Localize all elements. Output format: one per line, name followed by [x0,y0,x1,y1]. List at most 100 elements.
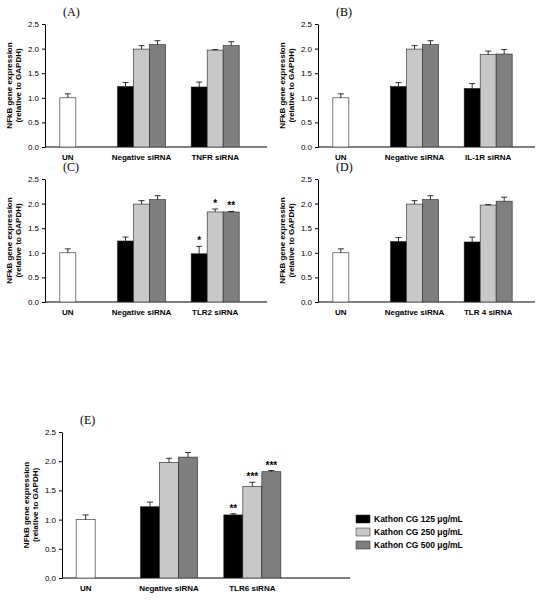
error-whisker [199,82,200,87]
error-whisker [67,94,68,98]
error-whisker [67,249,68,253]
y-tick: 1.5 [45,486,62,495]
error-bar [123,83,129,87]
y-axis-line [45,180,46,303]
y-tick: 0.0 [28,143,45,152]
y-axis: 0.00.51.01.52.02.5 [28,20,46,152]
y-tick-label: 2.5 [28,20,40,29]
y-tick-mark [315,253,318,254]
y-tick-mark [59,490,62,491]
y-axis-title: NFkB gene expression [5,42,14,128]
error-bar [185,452,191,457]
y-tick-label: 0.0 [28,298,40,307]
legend-swatch [356,515,370,523]
y-tick-label: 1.5 [45,486,57,495]
plot-area [333,41,512,147]
error-cap [155,195,161,196]
bar [333,98,349,147]
x-tick-label: Negative siRNA [112,153,172,162]
y-tick-label: 0.0 [301,298,313,307]
bar [391,86,407,147]
bar [224,515,243,578]
error-whisker [504,197,505,201]
error-bar [469,237,475,242]
y-tick-mark [315,228,318,229]
y-tick-mark [42,49,45,50]
error-bar [212,49,218,50]
bar [134,204,150,302]
y-tick: 0.5 [28,273,45,282]
y-axis-line [62,433,63,579]
error-whisker [340,94,341,98]
error-whisker [398,238,399,242]
error-whisker [430,41,431,45]
y-tick: 2.0 [45,457,62,466]
y-tick-label: 1.5 [28,224,40,233]
y-tick-label: 0.0 [301,143,313,152]
y-tick-label: 1.5 [301,69,313,78]
bar [407,204,423,302]
error-bar [501,50,507,54]
bar [118,241,134,302]
y-tick: 2.0 [28,45,45,54]
error-bar [230,514,236,515]
error-whisker [141,201,142,204]
y-tick-label: 1.0 [301,94,313,103]
y-tick-mark [315,122,318,123]
error-whisker [414,201,415,204]
error-cap [196,82,202,83]
error-whisker [188,452,189,457]
legend-label: Kathon CG 125 μg/mL [374,514,463,524]
error-whisker [169,458,170,462]
y-tick: 2.0 [301,45,318,54]
error-bar [396,238,402,242]
y-axis-title: NFkB gene expression [22,462,31,548]
bar [141,507,160,578]
y-tick: 1.5 [301,69,318,78]
bar [223,46,239,147]
y-tick: 2.5 [28,20,45,29]
y-tick: 0.5 [301,118,318,127]
y-tick: 0.0 [301,143,318,152]
y-tick-label: 0.5 [28,273,40,282]
error-cap [83,514,89,515]
y-tick: 0.5 [45,545,62,554]
y-axis-title: (relative to GAPDH) [14,203,23,278]
y-tick: 1.5 [28,224,45,233]
y-tick-label: 0.5 [45,545,57,554]
y-tick: 1.0 [301,94,318,103]
y-tick: 1.0 [28,249,45,258]
error-cap [147,502,153,503]
error-bar [155,41,161,45]
bar [262,472,281,578]
y-tick-label: 2.5 [301,175,313,184]
y-tick-label: 1.0 [28,249,40,258]
error-cap [228,41,234,42]
error-cap [139,45,145,46]
bar [60,253,76,302]
y-axis-title: (relative to GAPDH) [31,468,40,543]
legend-label: Kathon CG 500 μg/mL [374,540,463,550]
x-axis-line [62,578,350,579]
significance: ** [229,503,237,514]
y-tick: 1.0 [301,249,318,258]
error-bar [412,201,418,204]
bar [243,486,262,578]
y-tick-label: 0.5 [301,118,313,127]
error-bar [196,246,202,253]
y-tick-label: 1.0 [301,249,313,258]
error-whisker [430,196,431,200]
error-whisker [85,515,86,520]
error-whisker [472,84,473,89]
panel-title: (B) [336,5,352,19]
y-tick: 0.5 [28,118,45,127]
error-cap [396,237,402,238]
error-cap [212,49,218,50]
y-tick: 0.0 [28,298,45,307]
error-cap [412,200,418,201]
plot-area [333,196,512,302]
panel-title: (A) [63,5,80,19]
y-tick: 2.5 [301,175,318,184]
y-tick-mark [315,73,318,74]
y-axis-line [318,25,319,148]
